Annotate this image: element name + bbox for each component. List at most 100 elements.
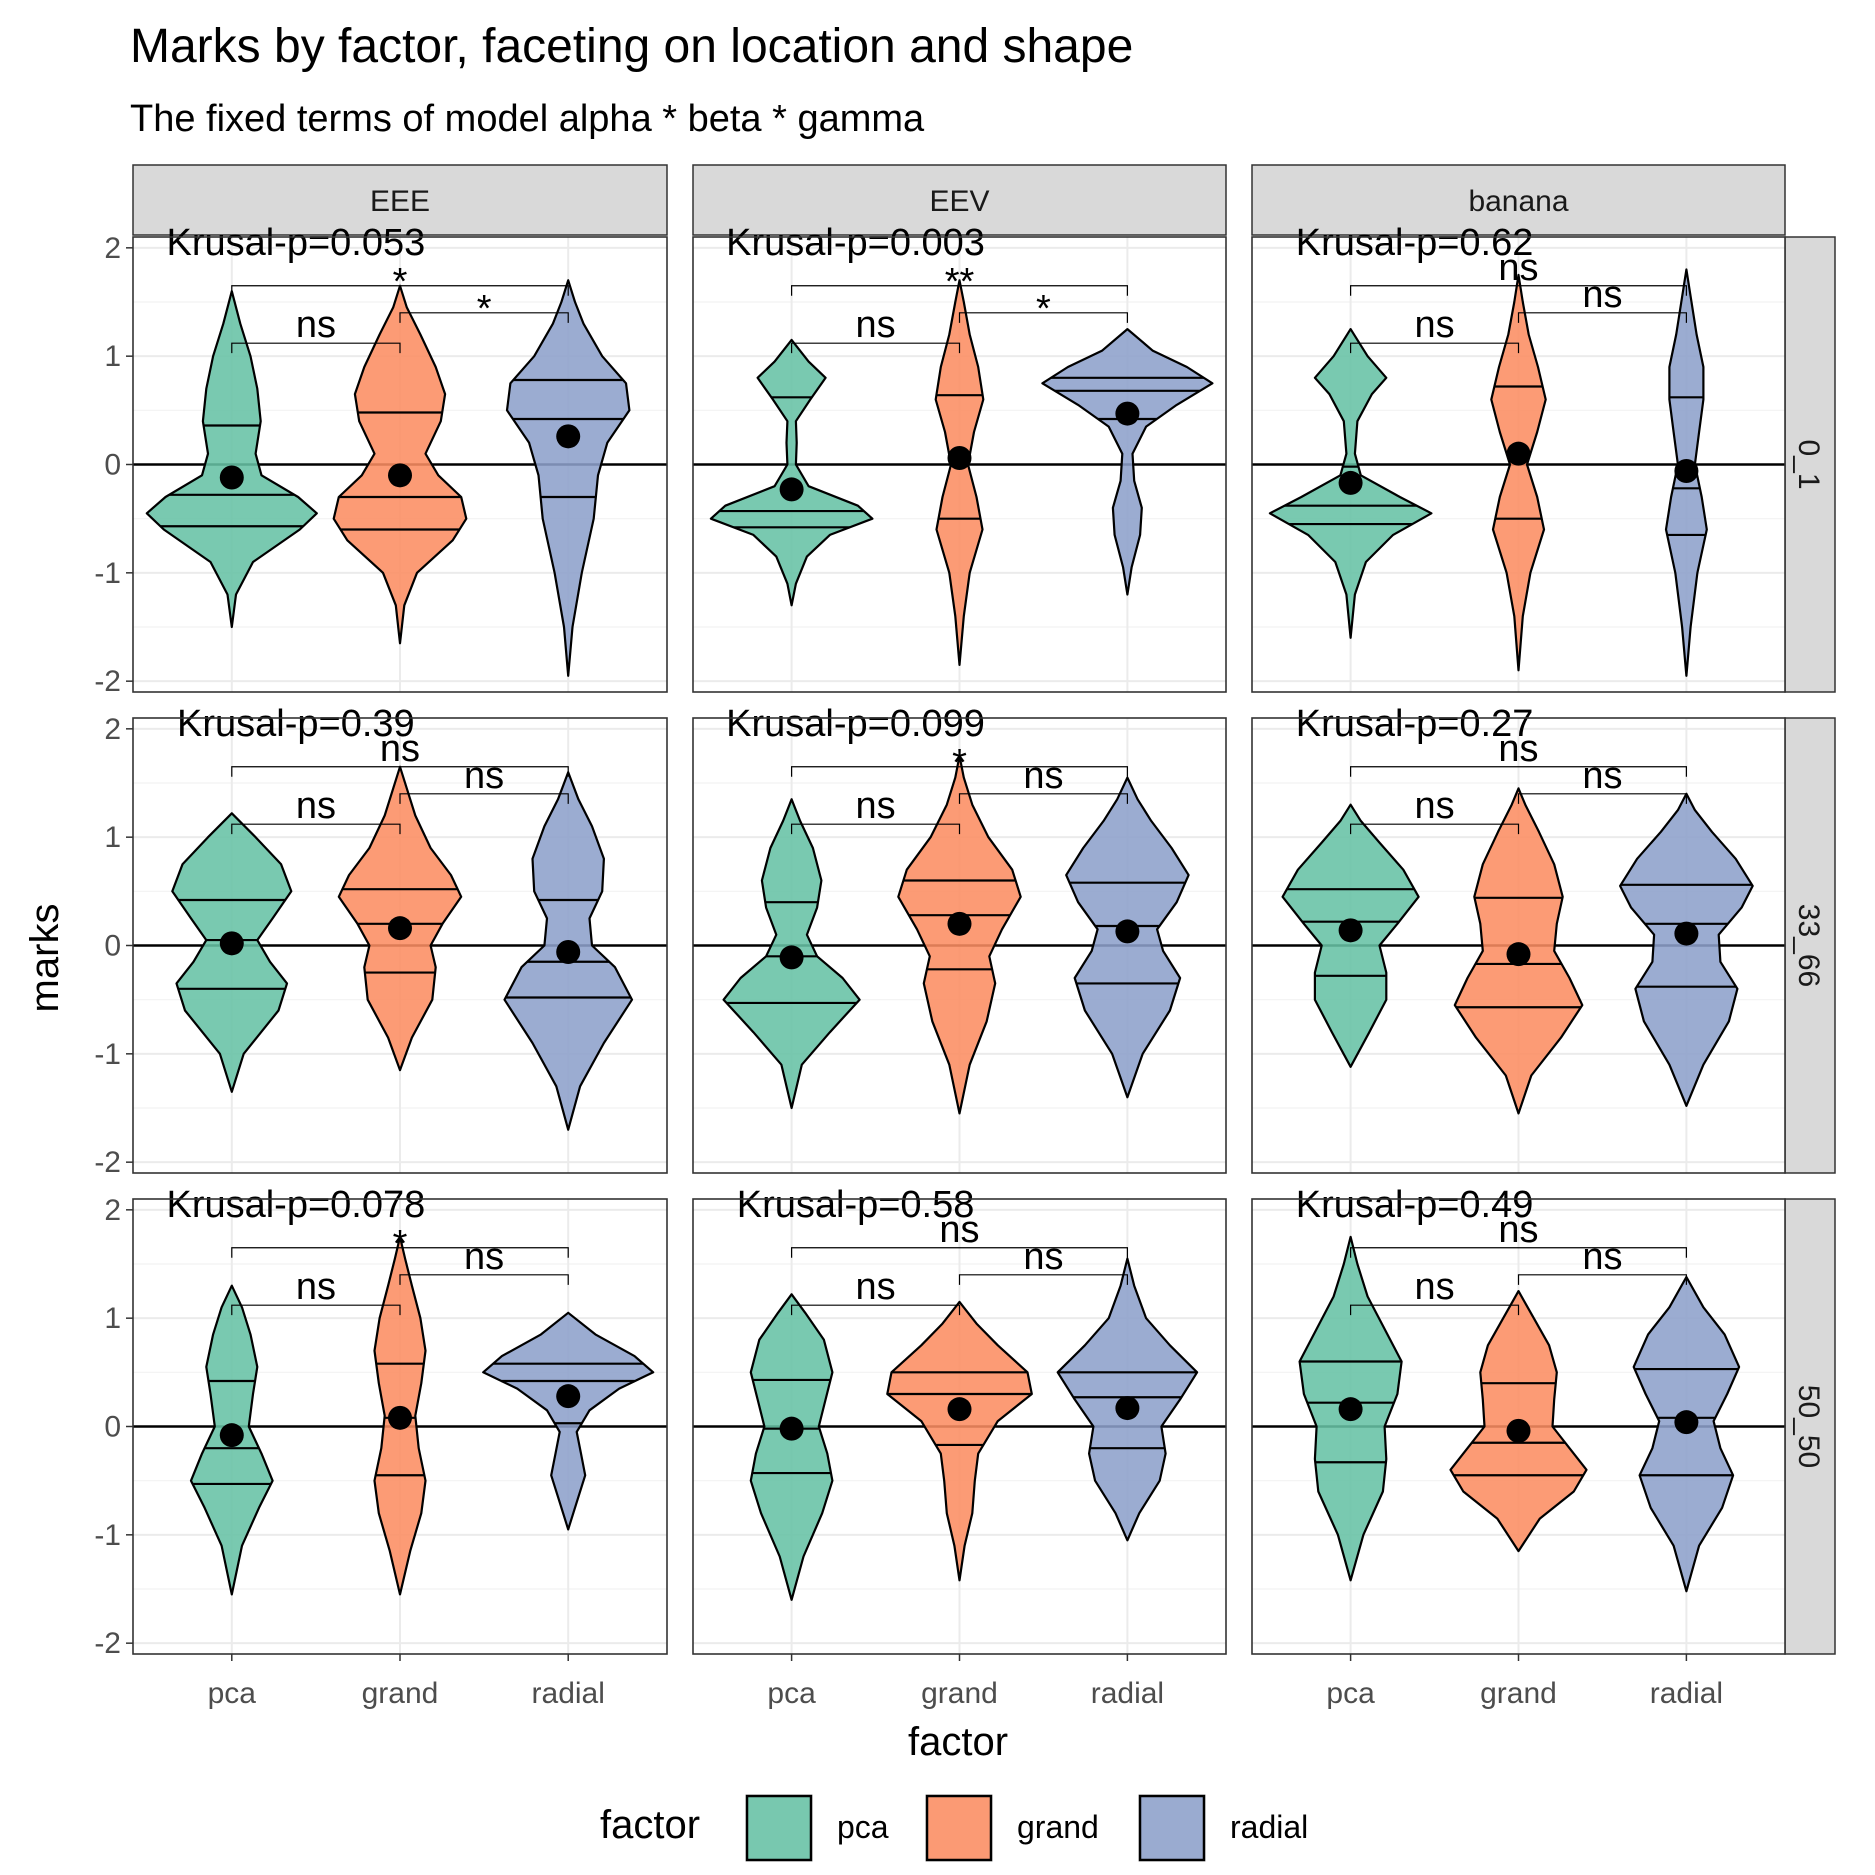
comparison-bracket <box>399 1274 569 1285</box>
mean-point-radial <box>556 424 581 449</box>
y-tick-label: 0 <box>104 1411 121 1444</box>
column-strip-label: EEE <box>370 185 430 218</box>
comparison-bracket <box>958 1274 1128 1285</box>
x-axis-title: factor <box>908 1720 1008 1764</box>
mean-point-grand <box>388 463 412 488</box>
legend-label: radial <box>1230 1809 1308 1845</box>
y-tick-label: 1 <box>104 1302 121 1335</box>
x-tick-label: radial <box>532 1677 605 1710</box>
comparison-bracket <box>399 793 569 804</box>
significance-label: ns <box>1414 304 1454 346</box>
significance-label: ns <box>939 1209 979 1251</box>
panel-EEE-50_50: ns * ns Krusal-p=0.078 -2 -1 0 1 2 pca grand radial <box>94 1184 668 1710</box>
column-strip-EEV <box>692 164 1227 236</box>
significance-label: * <box>1036 288 1051 330</box>
comparison-bracket <box>791 1304 961 1316</box>
violin-pca <box>709 338 874 607</box>
significance-label: ns <box>855 785 895 827</box>
legend-label: grand <box>1017 1809 1099 1845</box>
significance-label: ns <box>296 785 336 827</box>
comparison-bracket <box>791 285 1128 296</box>
legend-title: factor <box>600 1803 700 1847</box>
kruskal-label: Krusal-p=0.099 <box>726 703 985 745</box>
mean-point-radial <box>1115 401 1140 426</box>
mean-point-pca <box>1338 918 1363 943</box>
significance-label: ns <box>1582 274 1622 316</box>
violin-pca <box>749 1293 834 1601</box>
mean-point-radial <box>556 1384 581 1409</box>
panel-border <box>692 236 1227 693</box>
mean-point-pca <box>1338 1397 1363 1422</box>
comparison-bracket <box>1350 342 1520 354</box>
kruskal-label: Krusal-p=0.49 <box>1296 1184 1534 1226</box>
significance-label: ns <box>1582 1236 1622 1278</box>
mean-point-grand <box>388 916 412 941</box>
significance-label: ns <box>380 728 420 770</box>
significance-label: ns <box>1498 728 1538 770</box>
comparison-bracket <box>1350 766 1687 777</box>
kruskal-label: Krusal-p=0.053 <box>166 222 425 264</box>
mean-point-radial <box>1674 921 1699 946</box>
column-strip-banana <box>1251 164 1786 236</box>
y-tick-label: 2 <box>104 1194 121 1227</box>
violin-grand <box>1490 273 1547 672</box>
mean-point-radial <box>1115 1396 1140 1421</box>
significance-label: ns <box>855 304 895 346</box>
mean-point-pca <box>779 945 804 970</box>
legend-item-pca: pca <box>745 1794 889 1862</box>
comparison-bracket <box>1350 285 1687 296</box>
row-strip-label: 50_50 <box>1792 1385 1825 1468</box>
y-tick-label: -1 <box>94 1519 121 1552</box>
mean-point-grand <box>947 1397 972 1422</box>
mean-point-pca <box>219 465 244 490</box>
legend-item-grand: grand <box>925 1794 1099 1862</box>
comparison-bracket <box>1350 1304 1520 1316</box>
kruskal-label: Krusal-p=0.27 <box>1296 703 1534 745</box>
facet-panels: EEE EEV banana0_133_6650_50ns**Krusal-p=0.… <box>94 164 1836 1710</box>
x-tick-label: pca <box>1326 1677 1375 1710</box>
y-tick-label: -2 <box>94 665 121 698</box>
mean-point-grand <box>388 1405 412 1430</box>
significance-label: ns <box>1498 1209 1538 1251</box>
comparison-bracket <box>791 342 961 354</box>
x-tick-label: radial <box>1091 1677 1164 1710</box>
column-strip-label: banana <box>1468 185 1568 218</box>
significance-label: ns <box>1023 755 1063 797</box>
comparison-bracket <box>231 823 401 835</box>
comparison-bracket <box>1517 793 1687 804</box>
legend-label: pca <box>837 1809 889 1845</box>
y-tick-label: -2 <box>94 1627 121 1660</box>
mean-point-radial <box>556 940 581 964</box>
panel-EEV-0_1: ns***Krusal-p=0.003 <box>692 222 1227 693</box>
comparison-bracket <box>399 312 569 323</box>
comparison-bracket <box>958 312 1128 323</box>
y-tick-label: 0 <box>104 449 121 482</box>
x-tick-label: grand <box>362 1677 439 1710</box>
comparison-bracket <box>1350 1247 1687 1258</box>
significance-label: ns <box>1498 247 1538 289</box>
mean-point-grand <box>1506 1418 1531 1443</box>
x-tick-label: pca <box>767 1677 816 1710</box>
violin-grand <box>934 279 985 667</box>
column-strip-label: EEV <box>929 185 989 218</box>
significance-label: ns <box>1582 755 1622 797</box>
comparison-bracket <box>1517 1274 1687 1285</box>
y-tick-label: -1 <box>94 557 121 590</box>
kruskal-label: Krusal-p=0.58 <box>737 1184 975 1226</box>
y-tick-label: 0 <box>104 930 121 963</box>
significance-label: ** <box>945 261 975 303</box>
y-tick-label: 2 <box>104 232 121 265</box>
legend-item-radial: radial <box>1138 1794 1308 1862</box>
significance-label: ns <box>296 1266 336 1308</box>
y-tick-label: 2 <box>104 713 121 746</box>
significance-label: ns <box>296 304 336 346</box>
panel-EEV-33_66: ns * ns Krusal-p=0.099 <box>692 703 1227 1174</box>
significance-label: ns <box>464 755 504 797</box>
comparison-bracket <box>231 342 401 354</box>
x-tick-label: radial <box>1650 1677 1723 1710</box>
